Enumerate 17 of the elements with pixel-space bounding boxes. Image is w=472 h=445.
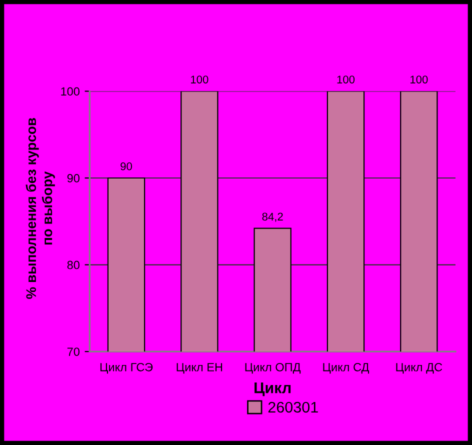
y-tick-label: 90 [67, 174, 80, 182]
data-label: 90 [120, 162, 132, 170]
x-tick-label: Цикл ЕН [176, 363, 222, 374]
data-label: 84,2 [262, 212, 283, 222]
data-label: 100 [337, 76, 355, 84]
y-tick-label: 80 [67, 260, 80, 270]
legend-label: 260301 [268, 402, 318, 413]
x-tick-label: Цикл ГСЭ [100, 362, 153, 374]
y-axis-title: % выполнения без курсов по выбору [26, 118, 55, 299]
x-tick-label: Цикл ОПД [245, 362, 301, 374]
x-axis-title: Цикл [254, 382, 291, 396]
x-tick-label: Цикл СД [323, 362, 370, 374]
y-tick-label: 70 [67, 348, 80, 356]
y-tick-label: 100 [61, 87, 80, 96]
data-label: 100 [191, 76, 208, 84]
x-tick-label: Цикл ДС [396, 362, 442, 374]
data-label: 100 [410, 76, 428, 84]
